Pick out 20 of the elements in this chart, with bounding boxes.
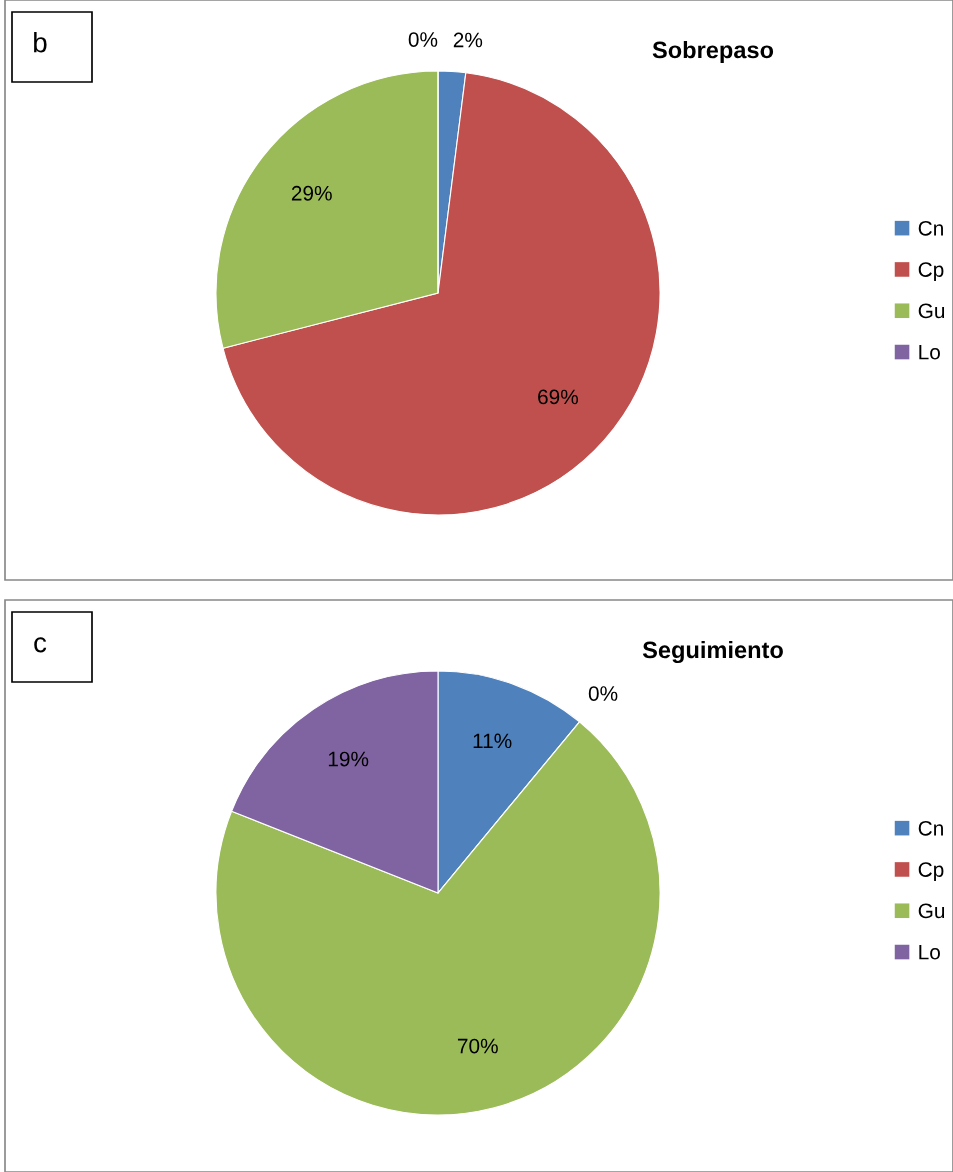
legend-label: Cp xyxy=(918,262,944,282)
chart-title: Seguimiento xyxy=(642,640,783,664)
text: 0% xyxy=(588,686,618,701)
data-label: 2% xyxy=(453,32,483,48)
legend-label: Cn xyxy=(918,820,943,836)
data-label: 29% xyxy=(291,185,332,201)
legend-label: Lo xyxy=(919,345,940,360)
data-label: 69% xyxy=(538,389,579,405)
legend-label: Cn xyxy=(918,220,943,236)
legend-label: Lo xyxy=(919,945,940,960)
legend-label: Cp xyxy=(918,862,944,882)
data-label: 19% xyxy=(328,751,369,767)
text: c xyxy=(34,637,47,653)
text: 0% xyxy=(408,32,438,47)
chart-title: Sobrepaso xyxy=(652,41,774,63)
text: b xyxy=(34,32,47,53)
data-label: 11% xyxy=(473,733,512,749)
data-label: 70% xyxy=(457,1038,498,1054)
legend-label: Gu xyxy=(918,303,945,319)
legend-label: Gu xyxy=(918,903,945,919)
